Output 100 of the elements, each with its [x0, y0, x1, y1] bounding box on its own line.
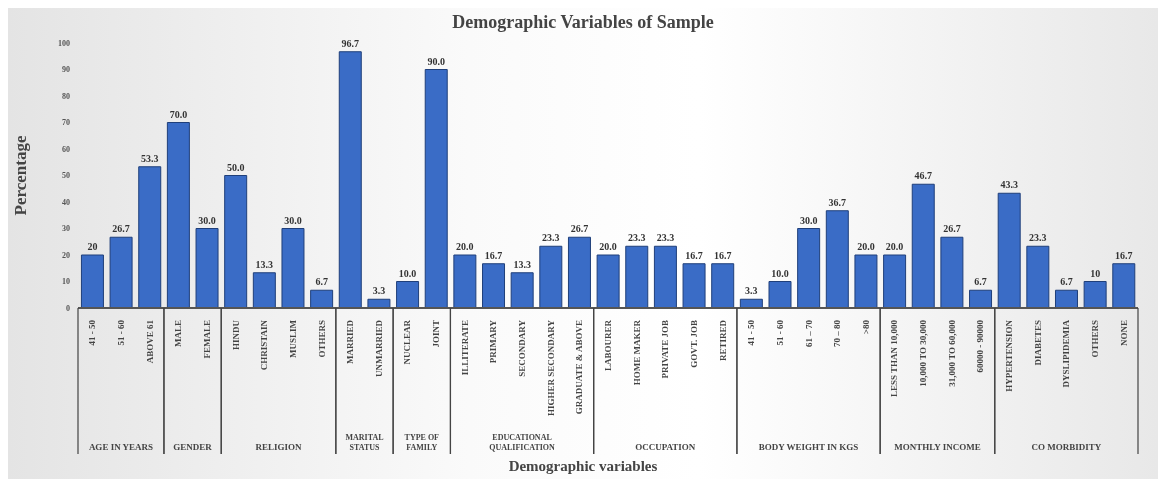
- x-tick-label: HIGHER SECONDARY: [545, 319, 556, 416]
- x-tick-label: UNMARRIED: [373, 319, 384, 377]
- y-tick-label: 50: [62, 171, 70, 181]
- x-tick-label: ABOVE 61: [144, 319, 155, 364]
- x-tick-label: HINDU: [230, 319, 241, 351]
- data-label: 50.0: [226, 161, 245, 173]
- data-label: 90.0: [427, 55, 445, 67]
- bar: [883, 254, 907, 308]
- x-tick-label: DIABETES: [1032, 320, 1043, 366]
- data-label: 20: [87, 241, 98, 252]
- x-tick-label: ILLITERATE: [459, 320, 470, 376]
- data-label: 23.3: [628, 232, 646, 244]
- bar: [768, 281, 792, 308]
- data-label: 6.7: [1060, 276, 1073, 288]
- x-tick-label: 61 – 70: [803, 319, 814, 347]
- x-tick-label: MUSLIM: [287, 319, 298, 358]
- x-tick-label: 51 - 60: [115, 319, 126, 346]
- data-label: 23.3: [656, 232, 675, 244]
- data-label: 20.0: [456, 241, 474, 252]
- y-axis-title: Percentage: [11, 135, 31, 216]
- data-label: 70.0: [169, 108, 188, 120]
- text: OCCUPATION: [635, 442, 696, 452]
- y-tick-label: 60: [62, 144, 70, 154]
- bar: [510, 272, 534, 308]
- text: CO MORBIDITY: [1031, 442, 1102, 452]
- data-label: 10.0: [398, 267, 417, 279]
- bar: [1054, 289, 1078, 308]
- x-tick-label: JOINT: [431, 320, 442, 348]
- bar: [539, 245, 563, 308]
- x-tick-label: 41 - 50: [87, 319, 98, 346]
- x-tick-label: 70 – 80: [832, 319, 843, 347]
- y-tick-label: 10: [62, 277, 70, 287]
- data-label: 6.7: [315, 276, 328, 288]
- y-tick-label: 100: [58, 38, 70, 48]
- data-label: 20.0: [857, 241, 875, 252]
- bar: [224, 175, 248, 308]
- x-tick-label: PRIMARY: [488, 319, 499, 364]
- x-tick-label: GOVT. JOB: [688, 320, 699, 368]
- data-label: 36.7: [828, 196, 847, 208]
- x-tick-label: 41 - 50: [746, 319, 757, 346]
- x-tick-label: PRIVATE JOB: [660, 320, 671, 379]
- x-tick-label: 31,000 TO 60,000: [946, 319, 957, 387]
- data-label: 6.7: [974, 276, 987, 288]
- bar: [166, 122, 190, 308]
- y-tick-label: 90: [62, 65, 70, 75]
- data-label: 16.7: [685, 249, 703, 261]
- data-label: 23.3: [542, 232, 560, 244]
- data-label: 30.0: [284, 214, 302, 226]
- bar: [825, 210, 849, 308]
- data-label: 16.7: [484, 249, 503, 261]
- x-tick-label: LESS THAN 10,000: [889, 319, 900, 398]
- data-label: 16.7: [713, 249, 732, 261]
- bar: [997, 192, 1021, 308]
- bar: [596, 254, 620, 308]
- data-label: 16.7: [1115, 249, 1133, 261]
- data-label: 46.7: [914, 170, 932, 182]
- data-label: 3.3: [745, 285, 758, 297]
- data-label: 20.0: [599, 241, 617, 252]
- y-tick-label: 30: [62, 224, 70, 234]
- y-tick-label: 20: [62, 250, 70, 260]
- bar: [195, 228, 219, 308]
- x-tick-label: 51 - 60: [774, 319, 785, 346]
- data-label: 10: [1090, 267, 1101, 279]
- bar: [969, 289, 993, 308]
- x-tick-label: RETIRED: [717, 319, 728, 362]
- text: RELIGION: [255, 442, 303, 452]
- bar: [911, 183, 935, 308]
- bar: [310, 289, 334, 308]
- x-tick-label: NUCLEAR: [402, 319, 413, 365]
- x-tick-label: 60000 - 90000: [975, 319, 986, 373]
- x-tick-label: SECONDARY: [517, 319, 528, 377]
- text: TYPE OF FAMILY: [404, 433, 440, 452]
- data-label: 20.0: [885, 241, 904, 252]
- data-label: 10.0: [771, 267, 789, 279]
- data-label: 43.3: [1000, 179, 1018, 191]
- bar: [567, 236, 591, 308]
- y-tick-label: 0: [66, 303, 70, 313]
- bar: [338, 51, 362, 308]
- text: GENDER: [173, 442, 213, 452]
- data-label: 53.3: [140, 152, 159, 164]
- bar: [1112, 263, 1136, 308]
- text: AGE IN YEARS: [88, 442, 154, 452]
- bar: [653, 245, 677, 308]
- data-label: 13.3: [255, 258, 274, 270]
- bar: [367, 298, 391, 308]
- x-tick-label: >80: [860, 319, 871, 335]
- bar: [940, 236, 964, 308]
- data-label: 3.3: [372, 285, 386, 297]
- bar: [682, 263, 706, 308]
- text: EDUCATIONAL QUALIFICATION: [489, 433, 556, 452]
- data-label: 26.7: [570, 223, 589, 235]
- x-tick-label: MARRIED: [345, 319, 356, 364]
- bar: [281, 228, 305, 308]
- bar: [453, 254, 477, 308]
- x-tick-label: 10,000 TO 30,000: [918, 319, 929, 387]
- text: BODY WEIGHT IN KGS: [758, 442, 859, 452]
- x-tick-label: LABOURER: [603, 319, 613, 372]
- x-tick-label: CHRISTAIN: [259, 319, 270, 371]
- x-tick-label: DYSLIPIDEMIA: [1061, 319, 1072, 388]
- bar: [625, 245, 649, 308]
